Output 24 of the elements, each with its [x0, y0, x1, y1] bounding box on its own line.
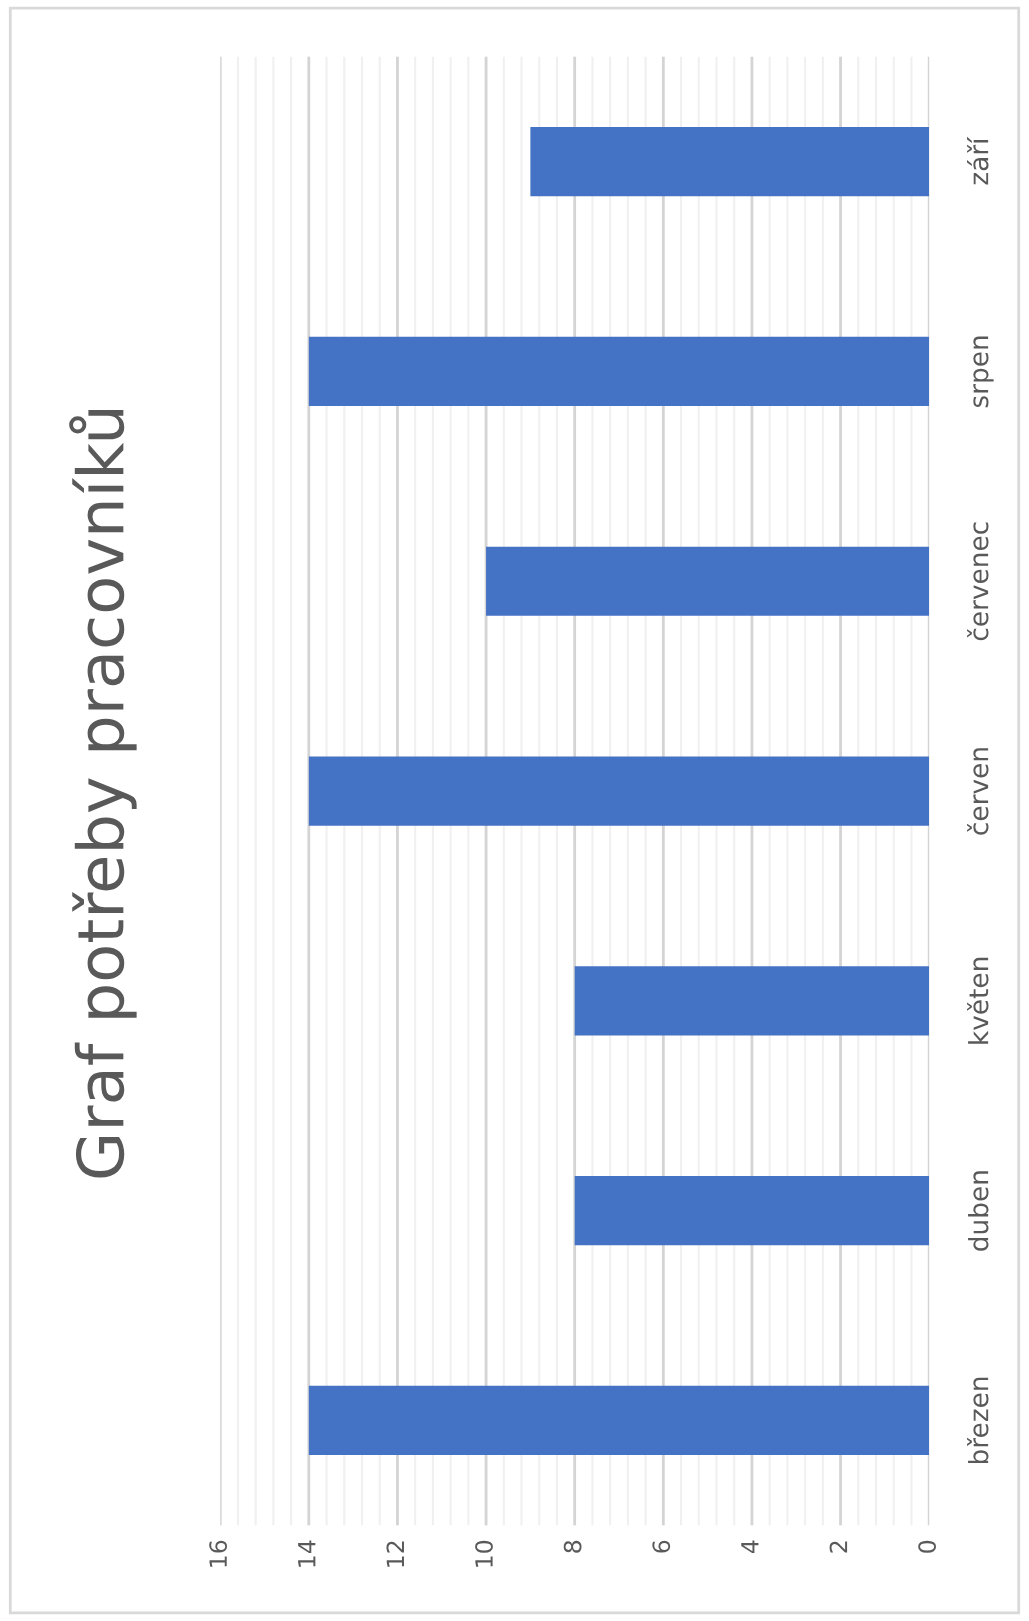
y-tick-label: červen — [967, 748, 989, 835]
x-tick-label: 0 — [918, 1540, 937, 1553]
y-tick-label: duben — [968, 1171, 989, 1251]
y-tick-label: květen — [967, 957, 989, 1044]
y-tick-label: srpen — [973, 336, 994, 408]
x-tick-label: 2 — [829, 1541, 848, 1553]
x-tick-label: 12 — [386, 1541, 404, 1567]
bar — [486, 546, 930, 616]
x-tick-label: 6 — [652, 1540, 671, 1553]
bar — [308, 336, 930, 407]
x-tick-label: 8 — [563, 1540, 582, 1553]
bar — [308, 756, 930, 826]
y-tick-label: červenec — [967, 522, 989, 641]
bar — [574, 966, 930, 1036]
y-tick-label: březen — [967, 1377, 989, 1464]
bar — [574, 1176, 930, 1246]
x-tick-label: 10 — [475, 1540, 493, 1567]
x-tick-label: 4 — [741, 1540, 759, 1554]
bar — [530, 127, 930, 197]
y-tick-label: září — [967, 136, 989, 185]
bar — [308, 1385, 930, 1456]
x-tick-label: 14 — [298, 1540, 316, 1567]
text: Graf potřeby pracovníků — [69, 410, 137, 1178]
x-tick-label: 16 — [209, 1540, 228, 1567]
